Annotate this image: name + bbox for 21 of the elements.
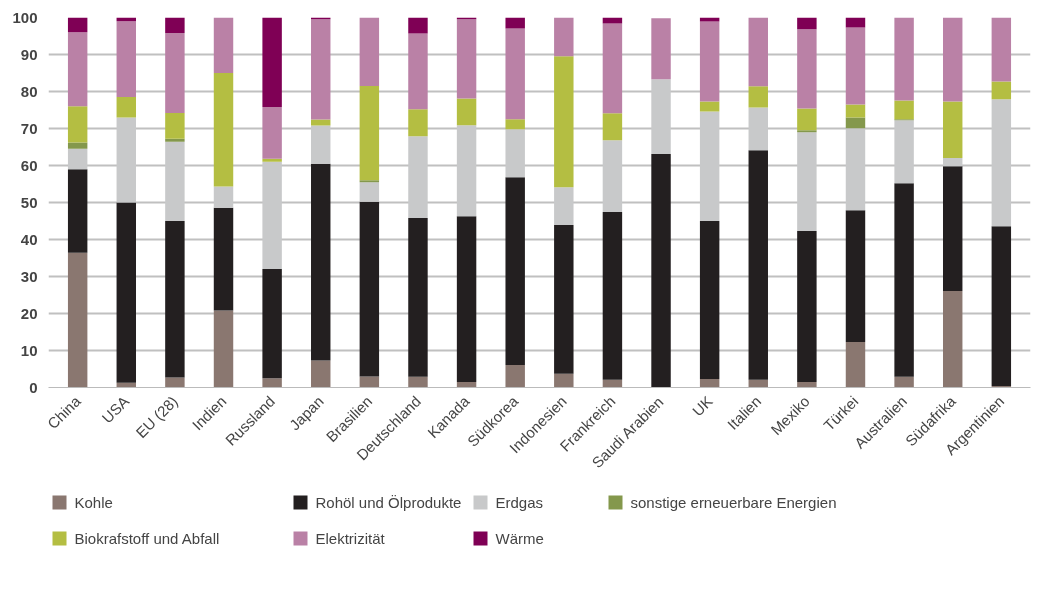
y-tick-label: 100 xyxy=(12,8,38,26)
legend-label: Rohöl und Ölprodukte xyxy=(315,494,462,511)
legend-label: Wärme xyxy=(495,530,544,547)
x-tick-label: EU (28) xyxy=(132,392,181,442)
y-tick-label: 70 xyxy=(20,119,38,137)
y-tick-label: 0 xyxy=(29,378,38,396)
y-tick-label: 10 xyxy=(20,341,38,359)
legend-label: Erdgas xyxy=(495,494,544,511)
y-tick-label: 90 xyxy=(20,45,38,63)
legend-label: Elektrizität xyxy=(315,530,386,547)
y-tick-label: 80 xyxy=(20,82,38,100)
x-tick-label: USA xyxy=(98,392,133,427)
y-tick-label: 50 xyxy=(20,193,38,211)
y-tick-label: 30 xyxy=(20,267,38,285)
y-tick-label: 20 xyxy=(20,304,38,322)
legend-label: sonstige erneuerbare Energien xyxy=(630,494,837,511)
legend-label: Biokrafstoff und Abfall xyxy=(74,530,220,547)
x-tick-label: UK xyxy=(688,392,716,420)
legend-label: Kohle xyxy=(74,494,113,511)
y-tick-label: 40 xyxy=(20,230,38,248)
y-tick-label: 60 xyxy=(20,156,38,174)
